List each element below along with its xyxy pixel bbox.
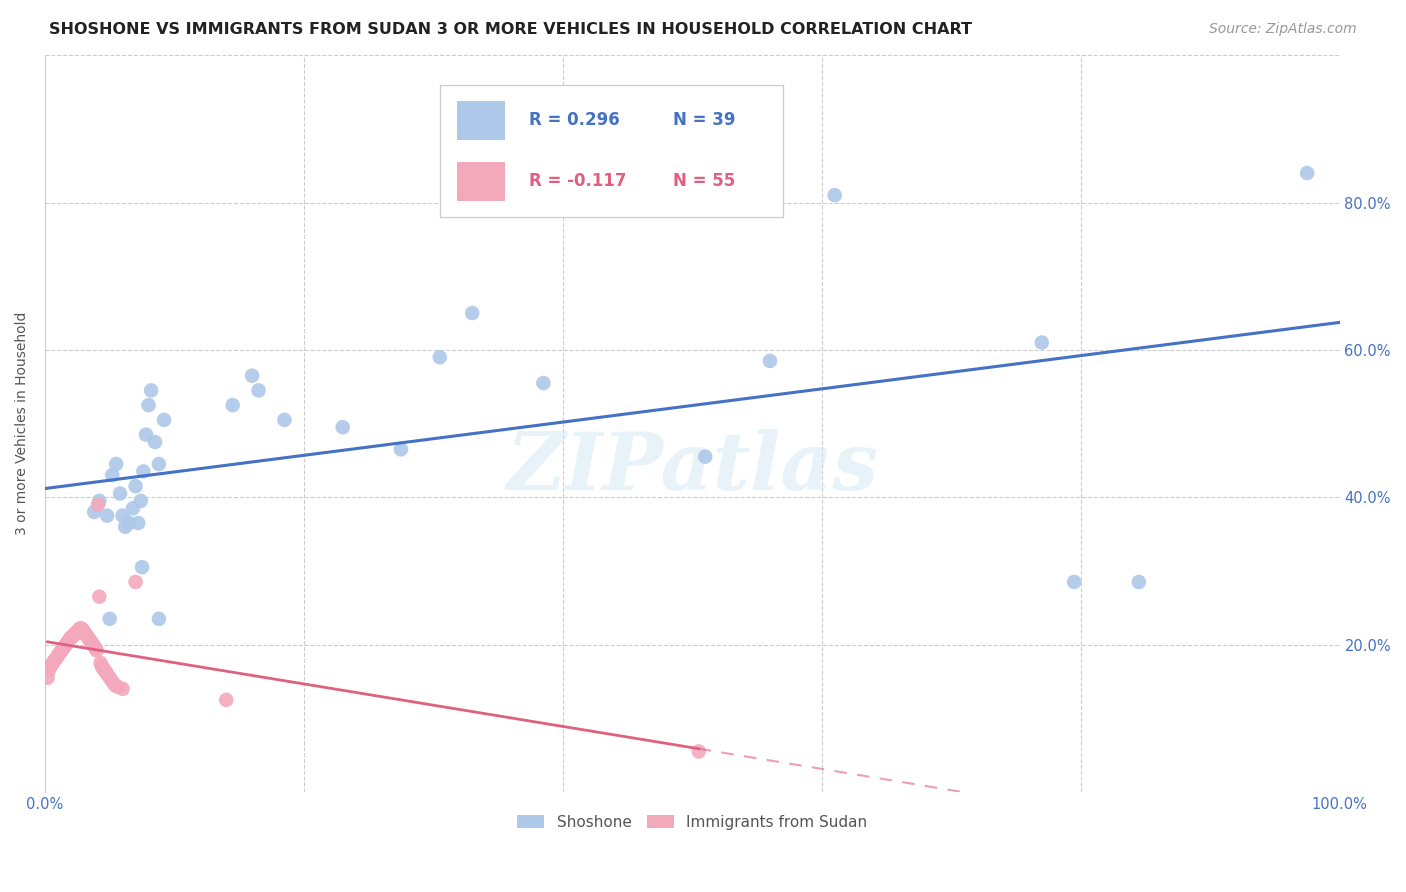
Point (75, 628, 97, 642)
Point (101, 468, 124, 483)
Point (132, 465, 155, 479)
Point (124, 479, 146, 493)
Y-axis label: 3 or more Vehicles in Household: 3 or more Vehicles in Household (15, 312, 30, 535)
Point (122, 501, 145, 516)
Point (89, 590, 111, 604)
Point (73, 624, 96, 639)
Point (66, 624, 89, 639)
Point (58, 632, 80, 647)
Point (111, 681, 134, 696)
Point (42, 654, 65, 668)
Point (131, 560, 153, 574)
Point (247, 384, 270, 398)
Point (55, 638, 77, 652)
Point (62, 629, 84, 643)
Point (108, 486, 131, 500)
Point (44, 652, 66, 666)
Point (114, 519, 136, 533)
Point (94, 665, 117, 679)
Point (389, 442, 412, 457)
Point (240, 368, 263, 383)
Point (153, 413, 176, 427)
Point (135, 427, 157, 442)
Point (98, 671, 121, 685)
Point (531, 376, 554, 390)
Point (93, 664, 115, 678)
Point (96, 508, 118, 523)
Point (96, 667, 118, 681)
Point (143, 434, 166, 449)
Point (215, 693, 238, 707)
Point (41, 658, 63, 673)
Point (37, 671, 59, 685)
Point (58, 634, 80, 648)
Point (824, 188, 846, 202)
Point (429, 350, 451, 364)
Point (332, 420, 354, 434)
Point (1063, 574, 1085, 589)
Point (139, 384, 162, 398)
Point (87, 498, 110, 512)
Point (101, 674, 124, 689)
Point (83, 639, 105, 653)
Point (60, 630, 83, 644)
Point (72, 623, 94, 637)
Point (39, 659, 62, 673)
Point (1128, 574, 1150, 589)
Point (82, 638, 104, 652)
Point (90, 659, 112, 673)
Point (56, 636, 79, 650)
Point (273, 413, 295, 427)
Point (148, 457, 170, 471)
Point (51, 643, 73, 657)
Text: SHOSHONE VS IMMIGRANTS FROM SUDAN 3 OR MORE VEHICLES IN HOUSEHOLD CORRELATION CH: SHOSHONE VS IMMIGRANTS FROM SUDAN 3 OR M… (49, 22, 972, 37)
Point (221, 398, 243, 412)
Point (59, 630, 82, 644)
Point (52, 641, 75, 656)
Point (107, 680, 129, 694)
Point (45, 651, 67, 665)
Point (69, 621, 91, 635)
Point (79, 634, 101, 648)
Point (49, 645, 72, 659)
Point (1296, 166, 1319, 180)
Point (129, 494, 152, 508)
Point (688, 744, 710, 758)
Legend: Shoshone, Immigrants from Sudan: Shoshone, Immigrants from Sudan (510, 809, 873, 836)
Point (105, 457, 128, 471)
Point (70, 621, 93, 635)
Point (67, 623, 90, 637)
Point (118, 516, 141, 530)
Point (461, 306, 484, 320)
Point (89, 494, 111, 508)
Point (111, 508, 134, 523)
Point (1031, 335, 1053, 350)
Point (53, 640, 76, 654)
Point (86, 643, 108, 657)
Point (90, 656, 112, 670)
Point (759, 354, 782, 368)
Point (104, 678, 127, 692)
Point (138, 398, 160, 412)
Point (84, 641, 107, 656)
Point (48, 647, 70, 661)
Point (91, 661, 114, 675)
Point (65, 626, 87, 640)
Point (46, 648, 69, 663)
Point (38, 664, 60, 678)
Point (75, 626, 97, 640)
Point (127, 516, 149, 530)
Text: ZIPatlas: ZIPatlas (506, 429, 879, 507)
Point (695, 450, 717, 464)
Point (148, 612, 170, 626)
Point (83, 505, 105, 519)
Point (63, 626, 86, 640)
Point (77, 632, 100, 646)
Point (80, 635, 103, 649)
Point (124, 574, 146, 589)
Text: Source: ZipAtlas.com: Source: ZipAtlas.com (1209, 22, 1357, 37)
Point (42, 656, 65, 670)
Point (98, 612, 121, 626)
Point (76, 630, 98, 644)
